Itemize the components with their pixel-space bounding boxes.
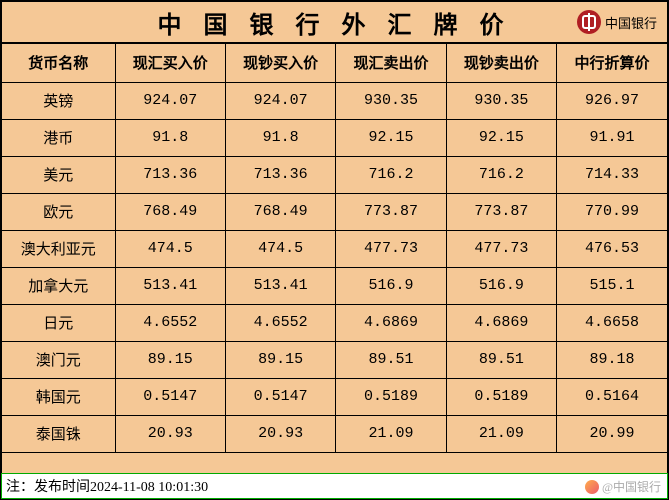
rate-cell: 0.5164: [557, 378, 667, 415]
col-spot-buy: 现汇买入价: [115, 44, 225, 82]
rate-cell: 924.07: [115, 82, 225, 119]
rate-cell: 516.9: [446, 267, 556, 304]
rate-cell: 477.73: [336, 230, 446, 267]
col-cash-sell: 现钞卖出价: [446, 44, 556, 82]
rate-cell: 0.5189: [446, 378, 556, 415]
rate-cell: 20.99: [557, 415, 667, 452]
rate-cell: 474.5: [115, 230, 225, 267]
rate-cell: 89.15: [225, 341, 335, 378]
table-row: 澳门元89.1589.1589.5189.5189.18: [2, 341, 667, 378]
rate-cell: 713.36: [115, 156, 225, 193]
rate-table-container: 中 国 银 行 外 汇 牌 价 中国银行 货币名称 现汇买入价 现钞买入价 现汇…: [0, 0, 669, 500]
rate-cell: 89.51: [336, 341, 446, 378]
rate-cell: 930.35: [446, 82, 556, 119]
weibo-watermark: @中国银行: [585, 478, 661, 495]
table-row: 澳大利亚元474.5474.5477.73477.73476.53: [2, 230, 667, 267]
rate-cell: 20.93: [225, 415, 335, 452]
rate-cell: 773.87: [446, 193, 556, 230]
rate-cell: 476.53: [557, 230, 667, 267]
table-row: 港币91.891.892.1592.1591.91: [2, 119, 667, 156]
bank-logo: 中国银行: [577, 10, 657, 34]
rate-cell: 714.33: [557, 156, 667, 193]
footer-text: 注：发布时间2024-11-08 10:01:30: [6, 476, 208, 496]
header: 中 国 银 行 外 汇 牌 价 中国银行: [2, 2, 667, 44]
bank-logo-text: 中国银行: [605, 13, 657, 32]
page-title: 中 国 银 行 外 汇 牌 价: [158, 5, 512, 40]
publish-time-footer: 注：发布时间2024-11-08 10:01:30 @中国银行: [1, 473, 668, 499]
table-header-row: 货币名称 现汇买入价 现钞买入价 现汇卖出价 现钞卖出价 中行折算价: [2, 44, 667, 82]
rate-cell: 4.6552: [115, 304, 225, 341]
rate-cell: 4.6869: [446, 304, 556, 341]
rate-cell: 91.91: [557, 119, 667, 156]
rate-cell: 4.6552: [225, 304, 335, 341]
rate-cell: 92.15: [446, 119, 556, 156]
rate-cell: 768.49: [115, 193, 225, 230]
weibo-icon: [585, 480, 599, 494]
rate-cell: 770.99: [557, 193, 667, 230]
rate-cell: 89.51: [446, 341, 556, 378]
rate-cell: 89.15: [115, 341, 225, 378]
rate-cell: 773.87: [336, 193, 446, 230]
rate-cell: 716.2: [336, 156, 446, 193]
rate-cell: 4.6869: [336, 304, 446, 341]
rate-cell: 89.18: [557, 341, 667, 378]
col-spot-sell: 现汇卖出价: [336, 44, 446, 82]
table-row: 加拿大元513.41513.41516.9516.9515.1: [2, 267, 667, 304]
table-row: 韩国元0.51470.51470.51890.51890.5164: [2, 378, 667, 415]
rate-cell: 513.41: [115, 267, 225, 304]
currency-name-cell: 泰国铢: [2, 415, 115, 452]
col-conversion: 中行折算价: [557, 44, 667, 82]
rate-cell: 515.1: [557, 267, 667, 304]
table-row: 泰国铢20.9320.9321.0921.0920.99: [2, 415, 667, 452]
currency-name-cell: 英镑: [2, 82, 115, 119]
rate-cell: 0.5147: [225, 378, 335, 415]
col-cash-buy: 现钞买入价: [225, 44, 335, 82]
bank-logo-icon: [577, 10, 601, 34]
rate-cell: 713.36: [225, 156, 335, 193]
table-row: 美元713.36713.36716.2716.2714.33: [2, 156, 667, 193]
rate-cell: 716.2: [446, 156, 556, 193]
rate-cell: 91.8: [225, 119, 335, 156]
currency-name-cell: 美元: [2, 156, 115, 193]
rate-cell: 20.93: [115, 415, 225, 452]
watermark-text: @中国银行: [602, 478, 661, 495]
rate-cell: 4.6658: [557, 304, 667, 341]
rate-cell: 924.07: [225, 82, 335, 119]
rate-cell: 91.8: [115, 119, 225, 156]
rate-cell: 21.09: [336, 415, 446, 452]
currency-name-cell: 澳门元: [2, 341, 115, 378]
rate-cell: 768.49: [225, 193, 335, 230]
currency-name-cell: 港币: [2, 119, 115, 156]
rate-cell: 477.73: [446, 230, 556, 267]
table-row: 欧元768.49768.49773.87773.87770.99: [2, 193, 667, 230]
rate-cell: 926.97: [557, 82, 667, 119]
rate-cell: 474.5: [225, 230, 335, 267]
col-currency-name: 货币名称: [2, 44, 115, 82]
forex-rate-table: 货币名称 现汇买入价 现钞买入价 现汇卖出价 现钞卖出价 中行折算价 英镑924…: [2, 44, 667, 453]
rate-cell: 513.41: [225, 267, 335, 304]
rate-cell: 930.35: [336, 82, 446, 119]
currency-name-cell: 欧元: [2, 193, 115, 230]
currency-name-cell: 韩国元: [2, 378, 115, 415]
rate-cell: 0.5147: [115, 378, 225, 415]
currency-name-cell: 澳大利亚元: [2, 230, 115, 267]
rate-cell: 0.5189: [336, 378, 446, 415]
table-row: 英镑924.07924.07930.35930.35926.97: [2, 82, 667, 119]
rate-cell: 516.9: [336, 267, 446, 304]
currency-name-cell: 加拿大元: [2, 267, 115, 304]
rate-cell: 92.15: [336, 119, 446, 156]
table-row: 日元4.65524.65524.68694.68694.6658: [2, 304, 667, 341]
rate-cell: 21.09: [446, 415, 556, 452]
currency-name-cell: 日元: [2, 304, 115, 341]
